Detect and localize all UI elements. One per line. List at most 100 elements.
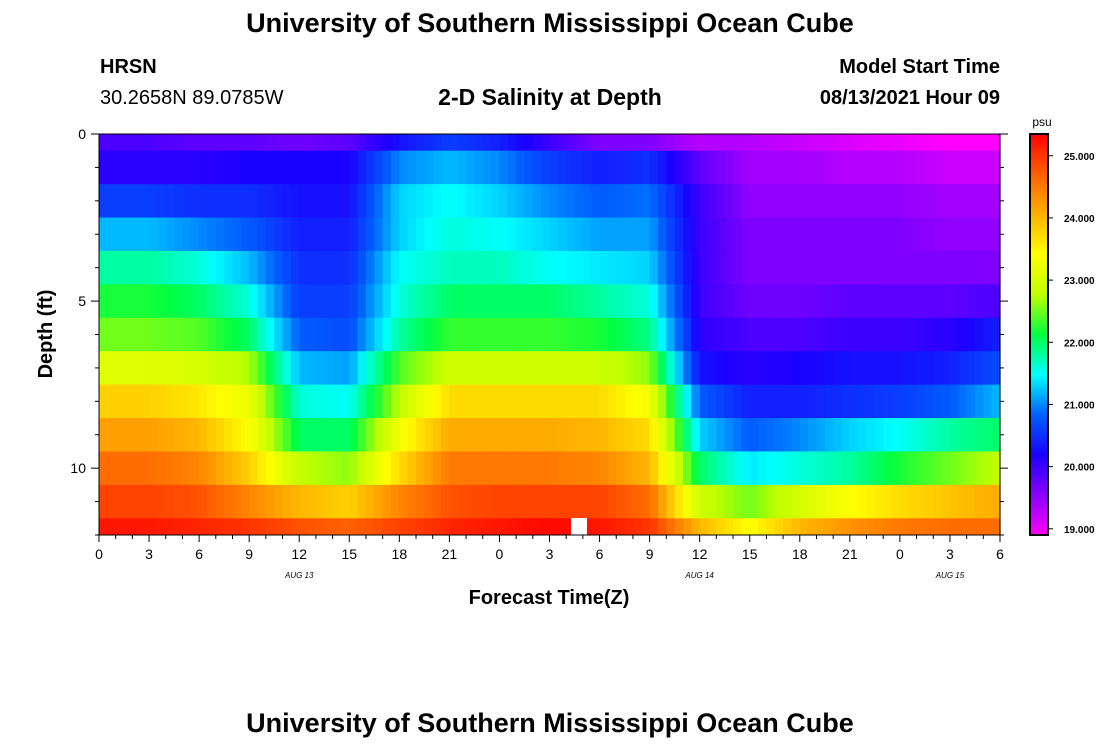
heatmap-cell [357,150,367,185]
heatmap-cell [674,150,684,185]
heatmap-cell [274,351,284,386]
heatmap-cell [949,451,959,486]
heatmap-cell [399,351,409,386]
heatmap-cell [249,134,259,152]
heatmap-cell [249,418,259,452]
heatmap-cell [616,451,626,486]
heatmap-cell [507,150,517,185]
heatmap-cell [699,134,709,152]
heatmap-cell [682,518,692,536]
heatmap-cell [441,284,450,319]
heatmap-cell [941,384,951,419]
x-tick-label: 9 [646,546,654,562]
heatmap-cell [649,184,659,218]
heatmap-cell [374,184,384,218]
heatmap-cell [249,384,259,419]
heatmap-cell [766,484,776,519]
heatmap-cell [457,384,467,419]
heatmap-cell [240,184,250,218]
heatmap-cell [933,518,943,536]
heatmap-cell [290,351,300,386]
heatmap-cell [265,317,275,352]
heatmap-cell [674,284,684,319]
heatmap-cell [249,250,259,285]
heatmap-cell [124,184,133,218]
heatmap-cell [574,484,584,519]
heatmap-cell [457,150,467,185]
heatmap-cell [232,384,242,419]
heatmap-cell [499,384,509,419]
heatmap-cell [182,484,192,519]
heatmap-cell [332,184,342,218]
heatmap-cell [466,217,476,252]
heatmap-cell [516,217,526,252]
heatmap-cell [232,351,242,386]
heatmap-cell [766,150,776,185]
heatmap-cell [215,134,225,152]
heatmap-cell [958,134,968,152]
heatmap-cell [432,317,442,352]
heatmap-cell [749,384,759,419]
heatmap-cell [340,150,350,185]
heatmap-cell [424,250,434,285]
heatmap-cell [532,518,542,536]
heatmap-cell [624,451,634,486]
heatmap-cell [315,351,325,386]
heatmap-cell [140,384,150,419]
heatmap-cell [140,418,150,452]
heatmap-cell [766,384,776,419]
heatmap-cell [733,384,742,419]
heatmap-cell [958,217,968,252]
heatmap-cell [607,351,617,386]
heatmap-cell [949,284,959,319]
heatmap-cell [866,150,876,185]
heatmap-cell [549,484,559,519]
heatmap-cell [165,484,175,519]
heatmap-cell [974,384,984,419]
heatmap-cell [349,134,359,152]
heatmap-cell [749,184,759,218]
heatmap-cell [674,518,684,536]
heatmap-cell [390,384,400,419]
heatmap-cell [949,418,959,452]
heatmap-cell [516,250,526,285]
x-tick-label: 0 [496,546,504,562]
heatmap-cell [708,451,717,486]
heatmap-cell [716,351,726,386]
heatmap-cell [908,150,918,185]
heatmap-cell [182,351,192,386]
heatmap-cell [916,518,926,536]
heatmap-cell [224,451,234,486]
heatmap-cells [99,134,1001,536]
heatmap-cell [174,351,184,386]
heatmap-cell [174,317,184,352]
heatmap-cell [724,134,734,152]
heatmap-cell [899,484,909,519]
heatmap-cell [899,518,909,536]
heatmap-cell [99,284,108,319]
heatmap-cell [824,484,834,519]
heatmap-cell [908,284,918,319]
heatmap-cell [599,134,609,152]
heatmap-cell [290,134,300,152]
heatmap-cell [332,134,342,152]
heatmap-cell [240,451,250,486]
heatmap-cell [365,184,375,218]
heatmap-cell [332,384,342,419]
heatmap-cell [324,250,334,285]
heatmap-cell [374,284,384,319]
heatmap-cell [733,317,742,352]
heatmap-cell [808,384,818,419]
heatmap-cell [307,217,317,252]
heatmap-cell [532,184,542,218]
heatmap-cell [866,134,876,152]
heatmap-cell [624,518,634,536]
heatmap-cell [449,484,459,519]
heatmap-cell [257,150,267,185]
heatmap-cell [758,184,767,218]
heatmap-cell [891,484,901,519]
heatmap-cell [958,451,968,486]
heatmap-cell [190,451,200,486]
heatmap-cell [232,518,242,536]
heatmap-cell [340,217,350,252]
